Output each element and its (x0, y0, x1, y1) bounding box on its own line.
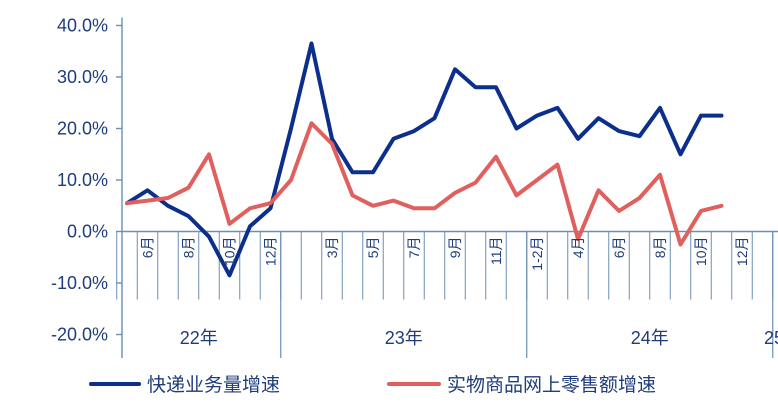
x-tick-label: 3月 (324, 237, 340, 259)
x-tick-label: 5月 (365, 237, 381, 259)
legend-label-2: 实物商品网上零售额增速 (447, 374, 656, 396)
x-tick-label: 10月 (693, 237, 709, 267)
x-tick-label: 6月 (140, 237, 156, 259)
x-tick-label: 8月 (181, 237, 197, 259)
y-tick-label: -20.0% (51, 325, 108, 345)
x-tick-label: 8月 (652, 237, 668, 259)
x-tick-label: 6月 (611, 237, 627, 259)
y-tick-label: 10.0% (57, 170, 108, 190)
x-tick-label: 11月 (488, 237, 504, 266)
y-tick-label: 30.0% (57, 67, 108, 87)
year-label: 23年 (385, 328, 423, 348)
y-tick-label: 40.0% (57, 16, 108, 36)
year-label: 25年 (764, 328, 778, 348)
year-label: 22年 (180, 328, 218, 348)
y-tick-label: -10.0% (51, 273, 108, 293)
y-tick-label: 20.0% (57, 119, 108, 139)
series-line-2 (125, 121, 724, 247)
year-label: 24年 (631, 328, 669, 348)
x-tick-label: 7月 (406, 237, 422, 259)
x-tick-label: 12月 (263, 237, 279, 267)
x-tick-label: 4月 (570, 237, 586, 259)
x-tick-label: 10月 (222, 237, 238, 267)
legend-label-1: 快递业务量增速 (147, 374, 280, 396)
x-tick-label: 12月 (734, 237, 750, 267)
x-tick-label: 9月 (447, 237, 463, 259)
y-tick-label: 0.0% (67, 222, 108, 242)
series-line-1 (125, 41, 724, 278)
x-tick-label: 1-2月 (529, 237, 545, 271)
